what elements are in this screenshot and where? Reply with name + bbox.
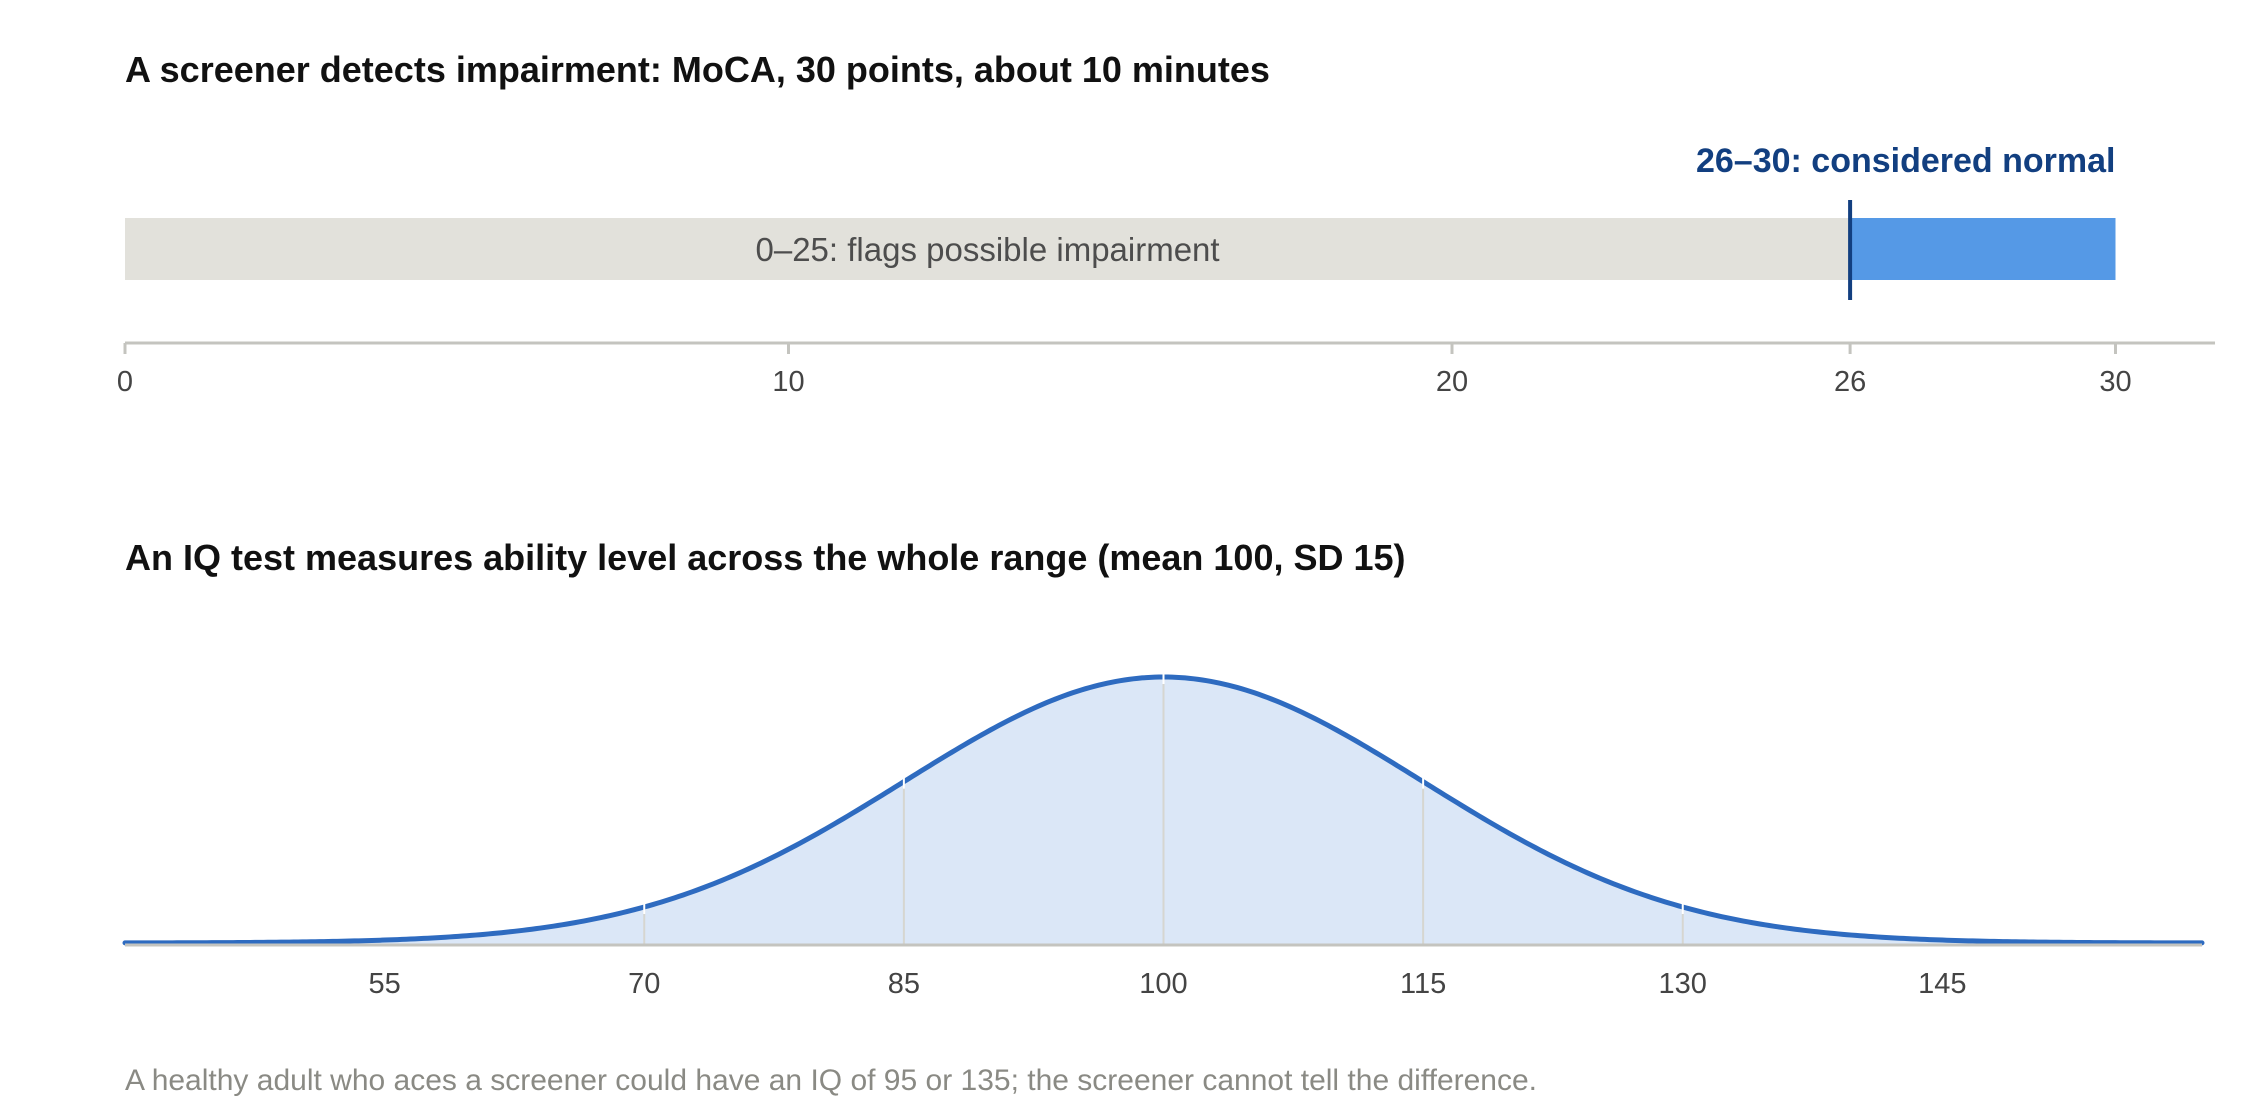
moca-band-label-normal: 26–30: considered normal — [1696, 142, 2116, 180]
iq-tick-label-115: 115 — [1400, 968, 1446, 1000]
iq-tick-label-70: 70 — [628, 968, 660, 1000]
iq-tick-label-130: 130 — [1659, 968, 1707, 1000]
moca-axis: 0 10 20 26 30 — [117, 341, 2216, 398]
moca-chart-title: A screener detects impairment: MoCA, 30 … — [125, 49, 1270, 90]
moca-band-label-impairment: 0–25: flags possible impairment — [756, 231, 1220, 268]
iq-chart-title: An IQ test measures ability level across… — [125, 537, 1406, 578]
moca-panel: A screener detects impairment: MoCA, 30 … — [117, 49, 2216, 398]
moca-tick-label-30: 30 — [2099, 366, 2131, 398]
moca-tick-label-20: 20 — [1436, 366, 1468, 398]
iq-panel: An IQ test measures ability level across… — [122, 537, 2205, 1000]
iq-tick-label-100: 100 — [1139, 968, 1187, 1000]
iq-plot — [122, 670, 2205, 946]
iq-tick-label-55: 55 — [368, 968, 400, 1000]
iq-axis: 55 70 85 100 115 130 145 — [125, 943, 2202, 1000]
iq-tick-label-85: 85 — [888, 968, 920, 1000]
moca-band-normal — [1850, 218, 2116, 280]
iq-tick-label-145: 145 — [1918, 968, 1966, 1000]
moca-tick-label-10: 10 — [772, 366, 804, 398]
footnote: A healthy adult who aces a screener coul… — [125, 1064, 1538, 1097]
moca-band-impairment — [125, 218, 1851, 280]
moca-tick-label-26: 26 — [1834, 366, 1866, 398]
moca-tick-label-0: 0 — [117, 366, 133, 398]
moca-bands: 0–25: flags possible impairment 26–30: co… — [125, 142, 2116, 300]
